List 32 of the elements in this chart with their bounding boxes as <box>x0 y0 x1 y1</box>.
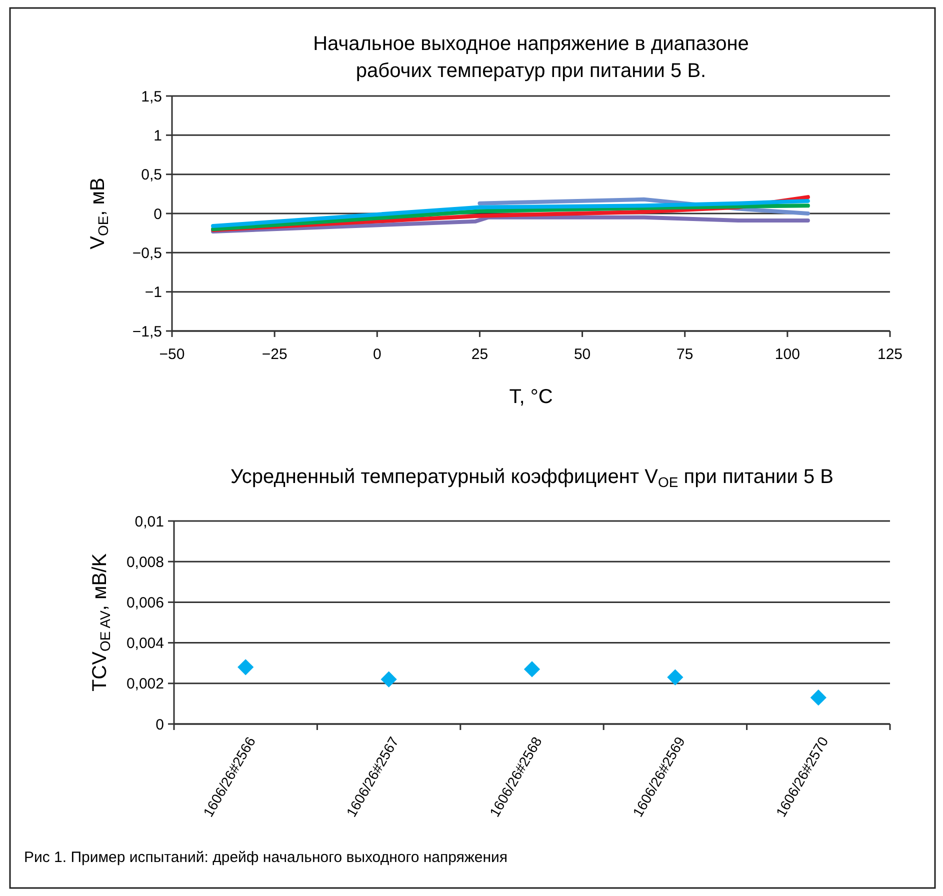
point <box>667 669 684 686</box>
x-tick-label: 0 <box>372 346 382 363</box>
point <box>238 659 254 676</box>
chart-title: Начальное выходное напряжение в диапазоне рабочих температур при питании 5 В. <box>313 33 749 82</box>
y-tick-label: 0,006 <box>126 594 164 612</box>
x-tick-label: 125 <box>877 346 903 363</box>
y-tick-label: 0,5 <box>141 166 162 184</box>
x-axis-title: T, °C <box>509 386 553 408</box>
y-tick-label: 0 <box>154 206 162 223</box>
point <box>380 671 397 688</box>
y-tick-label: −1,5 <box>132 323 162 340</box>
text: Рис 1. Пример испытаний: дрейф начального выходного напряжения <box>24 849 508 866</box>
x-tick-label: 75 <box>676 346 694 363</box>
x-tick-label: 100 <box>774 346 800 363</box>
y-tick-label: 0,01 <box>134 513 164 530</box>
y-tick-label: 1 <box>154 127 162 144</box>
y-tick-label: 1,5 <box>141 88 162 106</box>
x-tick-label: −25 <box>262 346 288 363</box>
point <box>810 690 826 706</box>
y-tick-label: 0,008 <box>126 554 164 571</box>
x-tick-label: −50 <box>159 346 185 363</box>
chart-title: Усредненный температурный коэффициент V$_{OE}$ при питании 5 В <box>230 466 834 490</box>
y-tick-label: 0 <box>156 716 164 734</box>
y-tick-label: −0,5 <box>132 244 162 262</box>
x-tick-label: 25 <box>471 346 488 363</box>
x-tick-label: 50 <box>574 346 591 363</box>
point <box>524 661 540 678</box>
y-tick-label: 0,004 <box>126 635 164 652</box>
line-series <box>211 215 810 234</box>
y-tick-label: 0,002 <box>126 676 164 693</box>
y-tick-label: −1 <box>144 284 162 302</box>
line-series <box>211 204 810 232</box>
